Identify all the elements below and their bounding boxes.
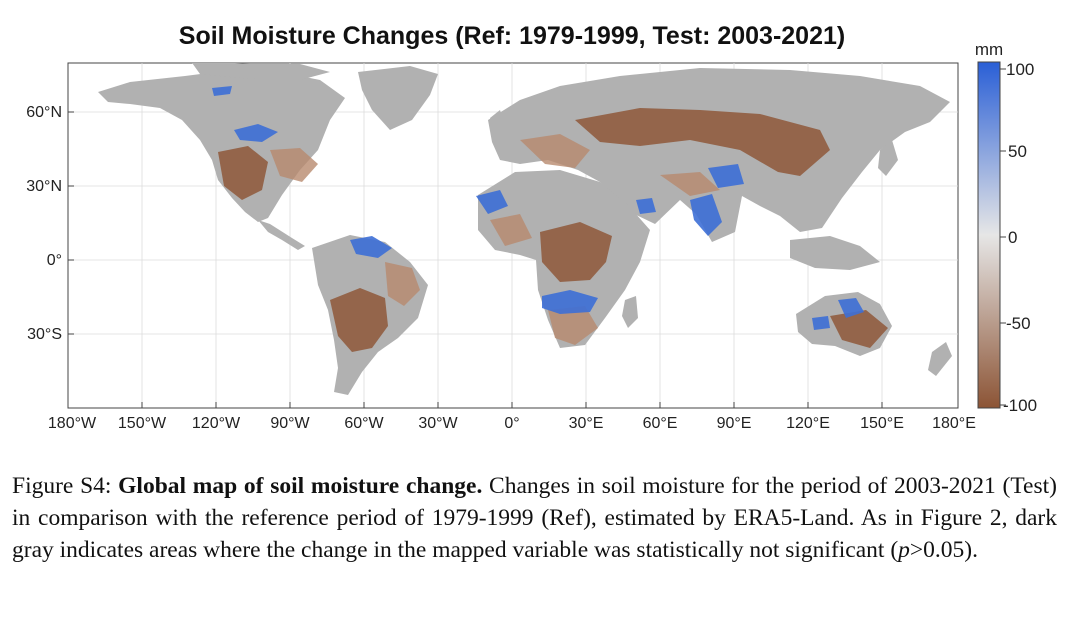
colorbar-tick: 50 xyxy=(1008,142,1027,161)
lon-label: 180°W xyxy=(48,415,97,432)
lat-label: 0° xyxy=(47,252,62,269)
greenland xyxy=(358,66,438,130)
arctic-islands xyxy=(192,63,330,80)
lat-label: 30°S xyxy=(27,326,62,343)
lat-label: 30°N xyxy=(26,178,62,195)
drying-areas xyxy=(218,108,888,352)
caption-bold-title: Global map of soil moisture change. xyxy=(118,473,483,499)
figure-caption: Figure S4: Global map of soil moisture c… xyxy=(12,470,1057,566)
colorbar-tick: -50 xyxy=(1006,314,1031,333)
longitude-labels: 180°W 150°W 120°W 90°W 60°W 30°W 0° 30°E… xyxy=(48,415,976,432)
caption-text: Changes in soil moisture for the period … xyxy=(12,473,1057,563)
new-zealand xyxy=(928,342,952,376)
caption-text-end: >0.05). xyxy=(909,537,978,563)
caption-label: Figure S4: xyxy=(12,473,119,499)
latitude-labels: 60°N 30°N 0° 30°S xyxy=(26,104,62,343)
axis-ticks xyxy=(67,111,959,408)
colorbar-tick: 0 xyxy=(1008,228,1017,247)
lon-label: 120°E xyxy=(786,415,830,432)
figure-title: Soil Moisture Changes (Ref: 1979-1999, T… xyxy=(179,22,845,50)
lat-label: 60°N xyxy=(26,104,62,121)
colorbar-tick: -100 xyxy=(1003,396,1037,415)
colorbar: mm 100 50 0 -50 -100 xyxy=(975,40,1037,415)
eurasia xyxy=(488,68,950,242)
central-america xyxy=(258,220,305,250)
lon-label: 90°E xyxy=(717,415,752,432)
lon-label: 150°E xyxy=(860,415,904,432)
japan xyxy=(878,140,898,176)
soil-moisture-map-figure: Soil Moisture Changes (Ref: 1979-1999, T… xyxy=(26,22,1037,432)
lon-label: 150°W xyxy=(118,415,167,432)
lon-label: 60°E xyxy=(643,415,678,432)
southeast-asia-islands xyxy=(790,236,880,270)
wetting-areas xyxy=(212,86,864,330)
colorbar-unit: mm xyxy=(975,40,1003,59)
lon-label: 90°W xyxy=(270,415,310,432)
lon-label: 30°E xyxy=(569,415,604,432)
uk-ireland xyxy=(490,110,506,136)
madagascar xyxy=(622,296,638,328)
colorbar-tick: 100 xyxy=(1006,60,1034,79)
map-content xyxy=(98,63,952,395)
lon-label: 30°W xyxy=(418,415,458,432)
lon-label: 120°W xyxy=(192,415,241,432)
lon-label: 60°W xyxy=(344,415,384,432)
caption-italic-p: p xyxy=(898,537,910,563)
colorbar-gradient xyxy=(977,61,1001,409)
lon-label: 180°E xyxy=(932,415,976,432)
north-america xyxy=(98,70,345,222)
lon-label: 0° xyxy=(504,415,519,432)
